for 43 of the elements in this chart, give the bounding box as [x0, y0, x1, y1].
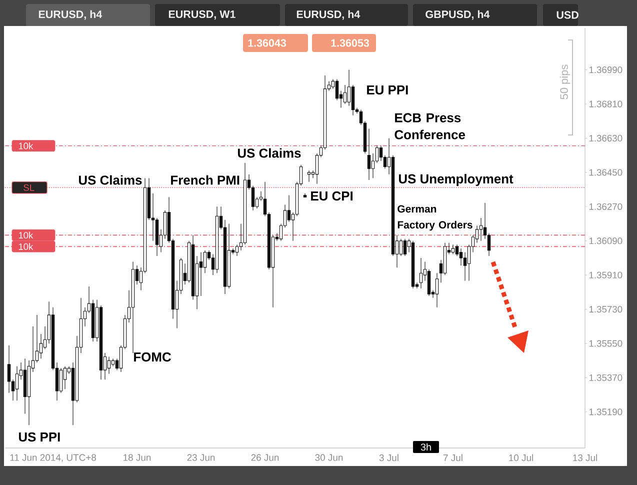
- y-tick-label: 1.35730: [589, 306, 622, 313]
- y-tick-label: 1.36270: [589, 203, 622, 210]
- ref-line-label: 10k: [18, 232, 34, 239]
- x-tick-label: 13 Jul: [573, 454, 597, 462]
- x-tick-label: 7 Jul: [444, 454, 462, 462]
- annotation: US Claims: [78, 175, 142, 185]
- annotation: 50 pips: [560, 64, 570, 100]
- x-tick-label: 23 Jun: [187, 454, 215, 461]
- x-tick-label: 3 Jul: [379, 454, 398, 462]
- annotation: 1.36053: [331, 39, 370, 47]
- annotation: 3h: [420, 443, 431, 451]
- ref-line-label: 10k: [18, 142, 34, 150]
- y-tick-label: 1.36990: [589, 66, 622, 74]
- annotation: German Factory Orders: [398, 205, 472, 231]
- y-tick-label: 1.35190: [589, 408, 622, 416]
- annotation: US Claims: [238, 148, 301, 158]
- y-tick-label: 1.35370: [589, 374, 622, 381]
- y-tick-label: 1.36630: [589, 134, 622, 142]
- annotation: EU PPI: [367, 85, 408, 95]
- x-tick-label: 11 Jun 2014, UTC+8: [10, 454, 96, 462]
- annotation: ECB Press Conference: [394, 113, 466, 140]
- annotation: US Unemployment: [398, 174, 514, 186]
- annotation: French PMI: [171, 175, 240, 185]
- y-tick-label: 1.36090: [589, 238, 622, 244]
- x-tick-label: 10 Jul: [509, 454, 533, 462]
- ref-line-label: 10k: [18, 243, 34, 250]
- annotation: FOMC: [134, 352, 171, 362]
- y-tick-label: 1.35910: [589, 272, 622, 278]
- text: EURUSD, h4: [296, 10, 360, 20]
- x-tick-label: 26 Jun: [251, 454, 279, 461]
- annotation: 1.36043: [248, 39, 286, 47]
- chart-title: EURUSD, h4: [38, 10, 102, 20]
- text: GBPUSD, h4: [426, 10, 490, 20]
- annotation: EU CPI: [311, 191, 353, 201]
- y-tick-label: 1.36450: [589, 169, 622, 176]
- y-tick-label: 1.35550: [589, 340, 622, 347]
- text: EURUSD, W1: [168, 10, 236, 20]
- x-tick-label: 30 Jun: [315, 454, 343, 461]
- x-tick-label: 18 Jun: [124, 454, 151, 461]
- annotation: US PPI: [18, 432, 60, 442]
- y-tick-label: 1.36810: [589, 100, 622, 108]
- ref-line-label: SL: [24, 184, 34, 191]
- text: USD: [556, 11, 578, 19]
